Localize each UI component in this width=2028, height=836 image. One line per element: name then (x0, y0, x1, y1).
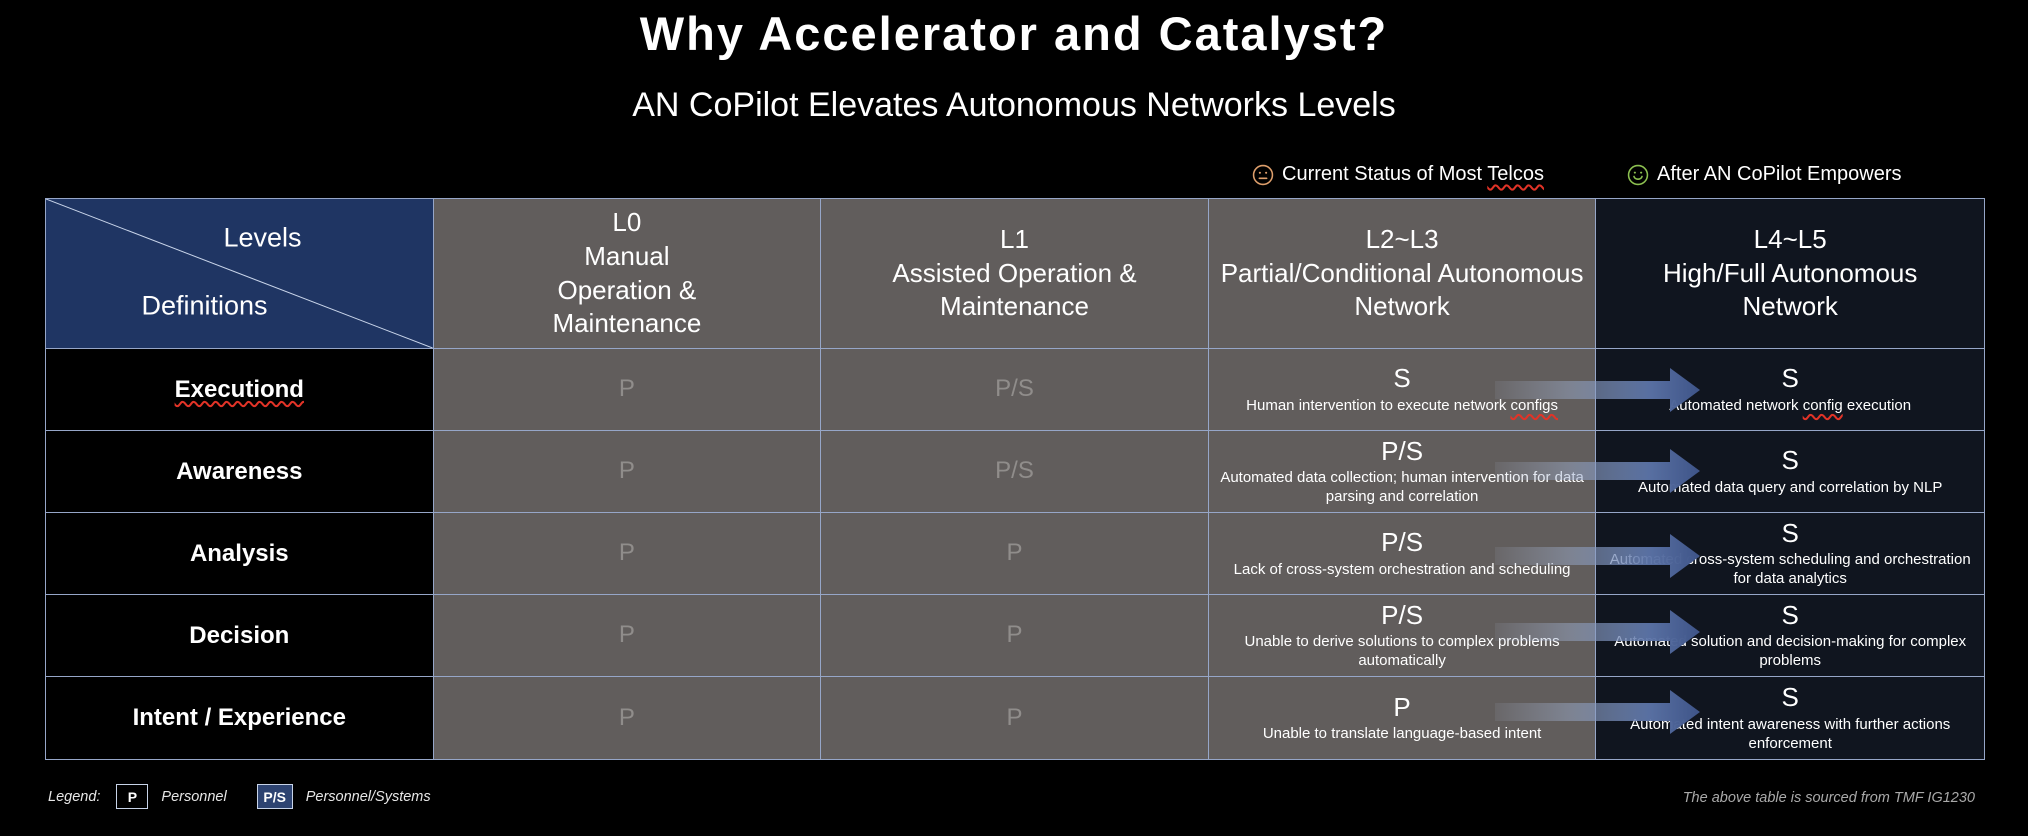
legend-box-personnel: P (116, 784, 149, 809)
cell-awareness-l0: P (433, 431, 822, 513)
status-legend-current-label: Current Status of Most Telcos (1282, 163, 1544, 185)
legend-box-personnel-systems: P/S (256, 784, 293, 809)
neutral-face-icon (1252, 164, 1274, 186)
row-label-intent-experience: Intent / Experience (46, 677, 434, 759)
upgrade-arrow-icon (1495, 610, 1700, 654)
column-header-l2-l3: L2~L3 Partial/Conditional Autonomous Net… (1208, 199, 1597, 349)
row-label-decision: Decision (46, 595, 434, 677)
cell-execution-l0: P (433, 349, 822, 431)
row-label-execution: Executiond (46, 349, 434, 431)
cell-awareness-l1: P/S (821, 431, 1209, 513)
cell-analysis-l1: P (821, 513, 1209, 595)
corner-header-cell: Levels Definitions (46, 199, 434, 349)
column-header-l4-l5: L4~L5 High/Full Autonomous Network (1596, 199, 1984, 349)
column-header-l1: L1 Assisted Operation & Maintenance (821, 199, 1209, 349)
cell-decision-l0: P (433, 595, 822, 677)
smiling-face-icon (1627, 164, 1649, 186)
source-note: The above table is sourced from TMF IG12… (1682, 790, 1975, 806)
legend: Legend: P Personnel P/S Personnel/System… (48, 784, 431, 809)
cell-intent-l0: P (433, 677, 822, 759)
legend-personnel-systems-label: Personnel/Systems (305, 788, 431, 805)
legend-personnel-label: Personnel (161, 788, 227, 805)
page-subtitle: AN CoPilot Elevates Autonomous Networks … (632, 86, 1396, 124)
status-legend-after: After AN CoPilot Empowers (1627, 163, 1902, 186)
upgrade-arrow-icon (1495, 690, 1700, 734)
diagonal-divider (46, 199, 433, 348)
cell-execution-l23: S Human intervention to execute network … (1208, 349, 1597, 431)
legend-label: Legend: (48, 788, 101, 805)
corner-levels-label: Levels (223, 222, 302, 253)
cell-analysis-l0: P (433, 513, 822, 595)
page-title: Why Accelerator and Catalyst? (639, 7, 1389, 60)
upgrade-arrow-icon (1495, 534, 1700, 578)
corner-definitions-label: Definitions (141, 290, 268, 321)
row-label-awareness: Awareness (46, 431, 434, 513)
upgrade-arrow-icon (1495, 368, 1700, 412)
status-legend-current: Current Status of Most Telcos (1252, 163, 1544, 186)
status-legend-after-label: After AN CoPilot Empowers (1657, 163, 1902, 185)
cell-decision-l1: P (821, 595, 1209, 677)
cell-execution-l1: P/S (821, 349, 1209, 431)
upgrade-arrow-icon (1495, 449, 1700, 493)
cell-intent-l1: P (821, 677, 1209, 759)
row-label-analysis: Analysis (46, 513, 434, 595)
column-header-l0: L0 Manual Operation & Maintenance (433, 199, 822, 349)
